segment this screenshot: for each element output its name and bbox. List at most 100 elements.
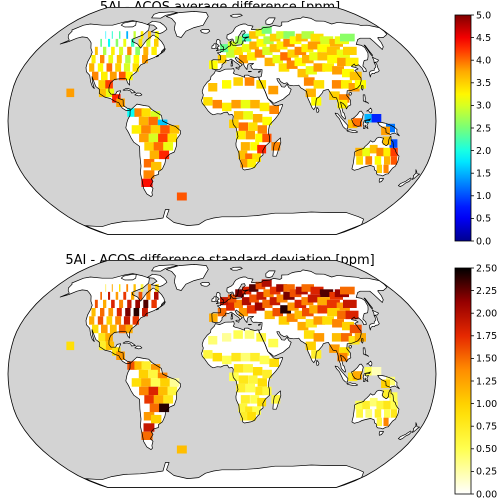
- grid-cell: [134, 108, 144, 117]
- grid-cell: [144, 142, 155, 151]
- grid-cell: [105, 31, 107, 39]
- grid-cell: [123, 63, 131, 72]
- colorbar-tick-label: 2.50: [476, 263, 497, 274]
- grid-cell: [123, 38, 127, 47]
- grid-cell: [94, 299, 98, 308]
- grid-cell: [141, 361, 151, 370]
- grid-cell: [149, 403, 160, 413]
- grid-cell: [241, 44, 252, 53]
- grid-cell: [319, 36, 334, 45]
- grid-cell: [150, 378, 161, 387]
- grid-cell: [106, 63, 113, 72]
- grid-cell: [309, 52, 322, 61]
- grid-cell: [326, 299, 340, 308]
- map-frame: [7, 260, 437, 488]
- grid-cell: [160, 378, 170, 387]
- land-antarctica: [84, 209, 364, 235]
- grid-cell: [235, 36, 244, 45]
- grid-cell: [149, 150, 160, 160]
- grid-cell: [151, 414, 162, 424]
- grid-cell: [262, 299, 273, 308]
- grid-cell: [245, 406, 254, 415]
- grid-cell: [155, 284, 159, 292]
- grid-cell: [268, 85, 279, 95]
- grid-cell: [341, 333, 352, 342]
- grid-cell: [115, 291, 119, 300]
- colorbar-tick-label: 2.5: [476, 123, 491, 134]
- grid-cell: [278, 63, 290, 72]
- grid-cell: [301, 297, 314, 306]
- land-northAmerica: [60, 273, 165, 364]
- grid-cell: [141, 431, 153, 440]
- grid-cell: [342, 321, 354, 331]
- grid-cell: [263, 36, 274, 45]
- grid-cell: [302, 55, 314, 64]
- grid-cell: [227, 41, 237, 50]
- grid-cell: [238, 375, 248, 384]
- land-ireland: [211, 43, 216, 49]
- grid-cell: [245, 153, 254, 162]
- grid-cell: [116, 55, 122, 64]
- grid-cell: [94, 46, 98, 55]
- grid-cell: [157, 119, 168, 129]
- grid-cell: [254, 302, 265, 311]
- grid-cell: [257, 378, 267, 387]
- grid-cell: [374, 409, 382, 418]
- grid-cell: [381, 126, 390, 136]
- grid-cell: [127, 299, 132, 308]
- grid-cell: [262, 133, 272, 143]
- grid-cell: [244, 77, 255, 86]
- grid-cell: [356, 409, 363, 418]
- grid-cell: [263, 289, 274, 298]
- grid-cell: [248, 375, 258, 384]
- grid-cell: [111, 46, 115, 55]
- land-victoriaIsland: [121, 21, 137, 27]
- data-cells: [66, 279, 398, 454]
- land-philippines: [363, 94, 369, 104]
- grid-cell: [229, 119, 239, 129]
- grid-cell: [269, 33, 281, 42]
- grid-cell: [269, 358, 279, 367]
- coastlines: [59, 264, 420, 488]
- grid-cell: [374, 156, 382, 165]
- land-newZealandS: [398, 431, 412, 440]
- grid-cell: [100, 38, 102, 47]
- grid-cell: [227, 294, 237, 303]
- grid-cell: [276, 41, 288, 50]
- grid-cell: [340, 33, 355, 42]
- grid-cell: [269, 105, 279, 114]
- grid-cell: [89, 63, 95, 72]
- grid-cell: [248, 122, 258, 131]
- grid-cell: [134, 361, 144, 370]
- land-mindanao: [366, 108, 372, 114]
- grid-cell: [92, 71, 99, 81]
- grid-cell: [255, 133, 265, 143]
- grid-cell: [66, 341, 75, 351]
- land-iceland: [200, 29, 210, 34]
- grid-cell: [390, 409, 398, 418]
- grid-cell: [154, 291, 159, 300]
- grid-cell: [383, 147, 391, 157]
- grid-cell: [307, 41, 321, 50]
- grid-cell: [143, 299, 149, 308]
- grid-cell: [313, 316, 326, 325]
- grid-cell: [163, 142, 174, 151]
- grid-cell: [125, 55, 131, 64]
- grid-cell: [163, 395, 174, 404]
- land-baffin: [147, 274, 167, 287]
- land-java: [346, 382, 358, 386]
- grid-cell: [148, 133, 159, 143]
- std-deviation-map: 0.00 0.25 0.50 0.75 1.00 1.25 1.50 1.75 2.00 2.25…: [7, 260, 497, 498]
- avg-difference-panel: 5AI - ACOS average difference [ppm] 0.00…: [0, 0, 500, 247]
- grid-cell: [286, 313, 298, 322]
- land-tasmania: [379, 431, 384, 436]
- grid-cell: [257, 397, 267, 407]
- grid-cell: [382, 136, 391, 145]
- grid-cell: [252, 406, 261, 415]
- grid-cell: [158, 386, 168, 396]
- grid-cell: [386, 123, 395, 133]
- grid-cell: [381, 379, 390, 389]
- grid-cell: [376, 400, 384, 410]
- colorbar-tick-label: 3.5: [476, 78, 491, 89]
- grid-cell: [146, 291, 151, 300]
